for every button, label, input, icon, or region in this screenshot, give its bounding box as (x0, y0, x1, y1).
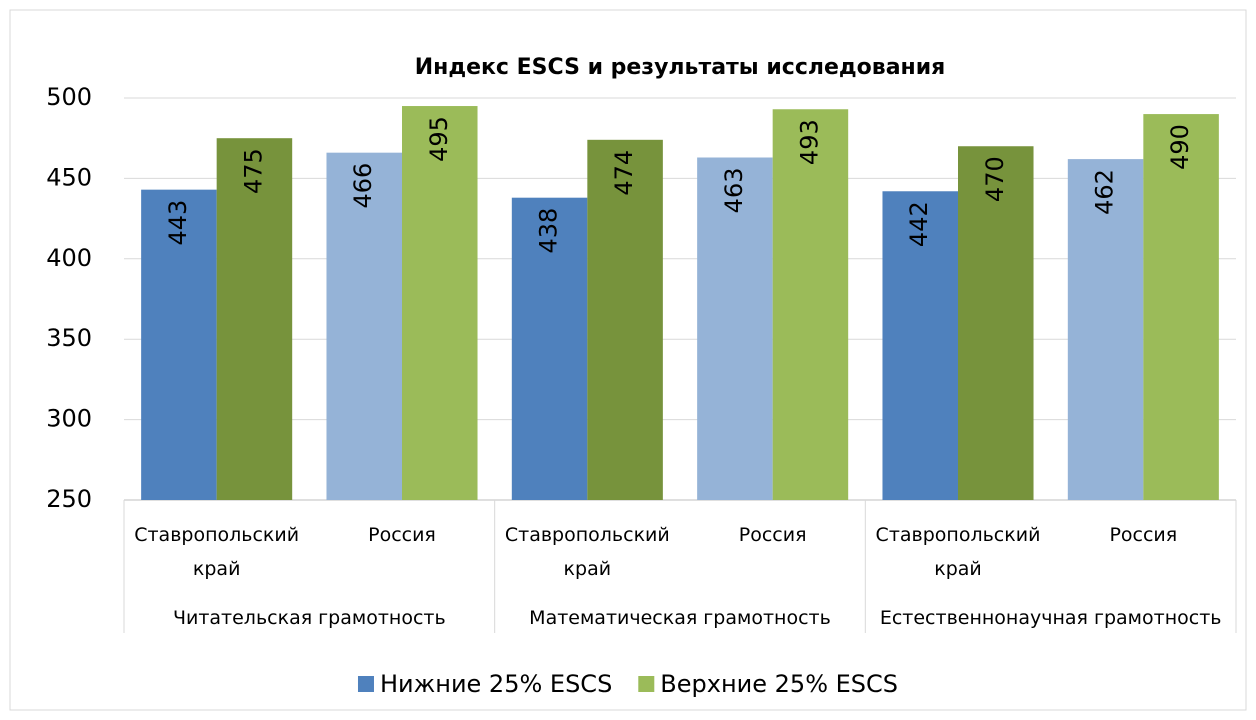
data-label: 438 (535, 208, 563, 254)
y-tick-label: 400 (46, 244, 92, 272)
data-label: 443 (164, 200, 192, 246)
legend-label: Нижние 25% ESCS (380, 670, 612, 698)
x-tick-label: Россия (1109, 524, 1178, 546)
data-label: 474 (610, 150, 638, 196)
y-tick-label: 300 (46, 405, 92, 433)
group-label: Естественнонаучная грамотность (879, 607, 1222, 629)
y-tick-label: 350 (46, 324, 92, 352)
y-tick-label: 450 (46, 163, 92, 191)
x-tick-label: Ставропольский край (504, 524, 670, 580)
x-tick-label: Россия (738, 524, 807, 546)
y-tick-label: 500 (46, 83, 92, 111)
chart-title: Индекс ESCS и результаты исследования (415, 55, 946, 80)
bar (216, 138, 293, 500)
data-label: 462 (1091, 169, 1119, 215)
data-label: 475 (239, 148, 267, 194)
data-label: 490 (1166, 124, 1194, 170)
data-label: 466 (349, 163, 377, 209)
group-label: Математическая грамотность (529, 607, 831, 629)
bar (1143, 114, 1219, 500)
bar (958, 146, 1034, 501)
data-label: 493 (795, 119, 823, 165)
data-label: 470 (981, 156, 1009, 202)
bar (772, 109, 849, 501)
bar (697, 157, 773, 500)
legend-swatch (638, 676, 655, 692)
data-label: 495 (425, 116, 453, 162)
legend-label: Верхние 25% ESCS (660, 670, 898, 698)
legend-swatch (357, 676, 374, 692)
bar (402, 106, 478, 500)
data-label: 442 (905, 201, 933, 247)
data-label: 463 (720, 167, 748, 213)
group-label: Читательская грамотность (172, 607, 446, 629)
x-tick-label: Ставропольский край (134, 524, 300, 580)
y-tick-label: 250 (46, 485, 92, 513)
bar (326, 152, 402, 500)
x-tick-label: Россия (368, 524, 436, 546)
bar (1067, 159, 1144, 500)
bar (511, 197, 588, 501)
bar (882, 191, 958, 500)
bar (587, 139, 663, 501)
bar (141, 189, 217, 500)
x-tick-label: Ставропольский край (875, 524, 1041, 580)
